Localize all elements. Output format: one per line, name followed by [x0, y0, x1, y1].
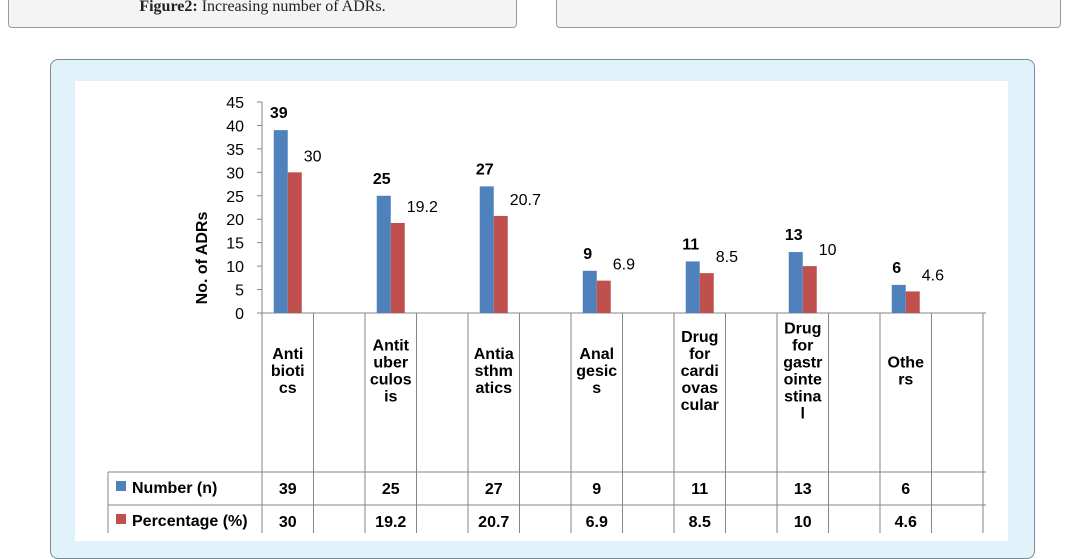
bar-number — [273, 130, 288, 313]
legend-label-percentage: Percentage (%) — [132, 513, 248, 530]
data-label-number: 25 — [373, 171, 391, 188]
data-label-percentage: 6.9 — [613, 257, 635, 274]
figure-caption-box: Figure2: Increasing number of ADRs. — [8, 0, 517, 28]
data-label-percentage: 20.7 — [510, 192, 541, 209]
category-label: Drug — [784, 321, 821, 338]
data-label-percentage: 4.6 — [922, 267, 944, 284]
y-tick-label: 25 — [226, 189, 244, 206]
category-label: Antit — [373, 338, 410, 355]
category-label: for — [689, 346, 710, 363]
category-label: s — [592, 380, 601, 397]
bar-number — [891, 284, 906, 313]
category-label: Antia — [474, 346, 514, 363]
legend-key-number — [116, 481, 126, 491]
bar-number — [582, 270, 597, 313]
category-label: uber — [373, 355, 408, 372]
bar-number — [685, 261, 700, 313]
category-label: Othe — [888, 355, 925, 372]
data-label-number: 13 — [785, 227, 803, 244]
table-cell-number: 27 — [485, 481, 503, 498]
bar-percentage — [699, 273, 714, 313]
data-label-number: 6 — [892, 260, 901, 277]
bar-percentage — [596, 280, 611, 313]
category-label: is — [384, 389, 397, 406]
legend-key-percentage — [116, 514, 126, 524]
bar-percentage — [390, 222, 405, 313]
y-tick-label: 20 — [226, 212, 244, 229]
category-label: bioti — [271, 363, 305, 380]
category-label: ovas — [682, 380, 719, 397]
y-tick-label: 5 — [235, 283, 244, 300]
data-label-percentage: 10 — [819, 242, 837, 259]
table-cell-number: 11 — [691, 481, 708, 498]
category-label: gesic — [576, 363, 617, 380]
bar-number — [479, 186, 494, 313]
table-cell-percentage: 8.5 — [689, 514, 711, 531]
category-label: Anal — [579, 346, 614, 363]
category-label: cular — [681, 397, 719, 414]
category-label: for — [792, 338, 813, 355]
category-label: Anti — [272, 346, 303, 363]
category-label: l — [801, 406, 805, 423]
table-cell-percentage: 19.2 — [375, 514, 406, 531]
data-label-percentage: 8.5 — [716, 249, 738, 266]
table-cell-number: 9 — [592, 481, 601, 498]
category-label: gastr — [783, 355, 822, 372]
table-cell-number: 39 — [279, 481, 297, 498]
chart-plot-area — [75, 81, 1008, 541]
figure-caption-label: Figure2: — [139, 0, 198, 15]
bar-number — [376, 195, 391, 313]
table-cell-number: 25 — [382, 481, 400, 498]
table-cell-percentage: 20.7 — [478, 514, 509, 531]
data-label-number: 39 — [270, 105, 288, 122]
category-label: atics — [476, 380, 513, 397]
y-tick-label: 30 — [226, 165, 244, 182]
legend-label-number: Number (n) — [132, 480, 217, 497]
table-cell-percentage: 6.9 — [586, 514, 608, 531]
bar-chart: 0 5 10 15 20 25 30 35 40 45 No. of ADRs 39 30 Antibio… — [107, 95, 986, 533]
figure-caption-text: Increasing number of ADRs. — [197, 0, 386, 15]
category-label: ointe — [784, 372, 822, 389]
data-label-number: 27 — [476, 161, 494, 178]
data-label-percentage: 19.2 — [407, 199, 438, 216]
data-label-percentage: 30 — [304, 148, 322, 165]
table-cell-percentage: 10 — [794, 514, 812, 531]
y-tick-label: 45 — [226, 95, 244, 112]
y-axis-title: No. of ADRs — [194, 212, 211, 305]
table-cell-percentage: 30 — [279, 514, 297, 531]
bar-percentage — [905, 291, 920, 313]
category-label: cardi — [681, 363, 719, 380]
category-label: Drug — [681, 329, 718, 346]
bar-number — [788, 252, 803, 313]
table-cell-percentage: 4.6 — [895, 514, 917, 531]
figure-caption-box-right — [556, 0, 1061, 28]
table-cell-number: 13 — [794, 481, 812, 498]
y-tick-label: 0 — [235, 306, 244, 323]
y-tick-label: 10 — [226, 259, 244, 276]
bar-percentage — [287, 172, 302, 313]
category-label: sthm — [475, 363, 513, 380]
y-tick-label: 35 — [226, 142, 244, 159]
bar-percentage — [493, 215, 508, 313]
data-label-number: 9 — [583, 246, 592, 263]
data-label-number: 11 — [682, 236, 699, 253]
y-tick-label: 40 — [226, 118, 244, 135]
category-label: rs — [898, 372, 913, 389]
table-cell-number: 6 — [901, 481, 910, 498]
category-label: stina — [784, 389, 821, 406]
bar-percentage — [802, 266, 817, 313]
y-tick-label: 15 — [226, 236, 244, 253]
category-label: cs — [279, 380, 297, 397]
category-label: culos — [370, 372, 412, 389]
